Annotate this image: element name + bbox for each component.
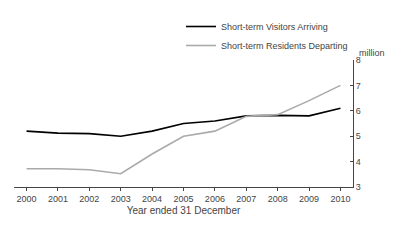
svg-text:4: 4 (356, 157, 361, 167)
svg-text:2002: 2002 (79, 194, 99, 204)
svg-text:2008: 2008 (268, 194, 288, 204)
svg-text:million: million (359, 48, 385, 58)
svg-text:2003: 2003 (111, 194, 131, 204)
svg-text:Short-term Visitors Arriving: Short-term Visitors Arriving (221, 22, 328, 32)
svg-text:2004: 2004 (142, 194, 162, 204)
svg-text:2010: 2010 (330, 194, 350, 204)
svg-text:2000: 2000 (17, 194, 37, 204)
svg-text:8: 8 (356, 55, 361, 65)
svg-text:6: 6 (356, 106, 361, 116)
svg-text:5: 5 (356, 131, 361, 141)
svg-text:2007: 2007 (236, 194, 256, 204)
svg-text:2009: 2009 (299, 194, 319, 204)
svg-text:2006: 2006 (205, 194, 225, 204)
svg-text:Short-term Residents Departing: Short-term Residents Departing (221, 41, 348, 51)
svg-text:2005: 2005 (173, 194, 193, 204)
svg-text:7: 7 (356, 81, 361, 91)
svg-text:Year ended 31 December: Year ended 31 December (127, 205, 241, 216)
svg-text:2001: 2001 (48, 194, 68, 204)
svg-text:3: 3 (356, 182, 361, 192)
